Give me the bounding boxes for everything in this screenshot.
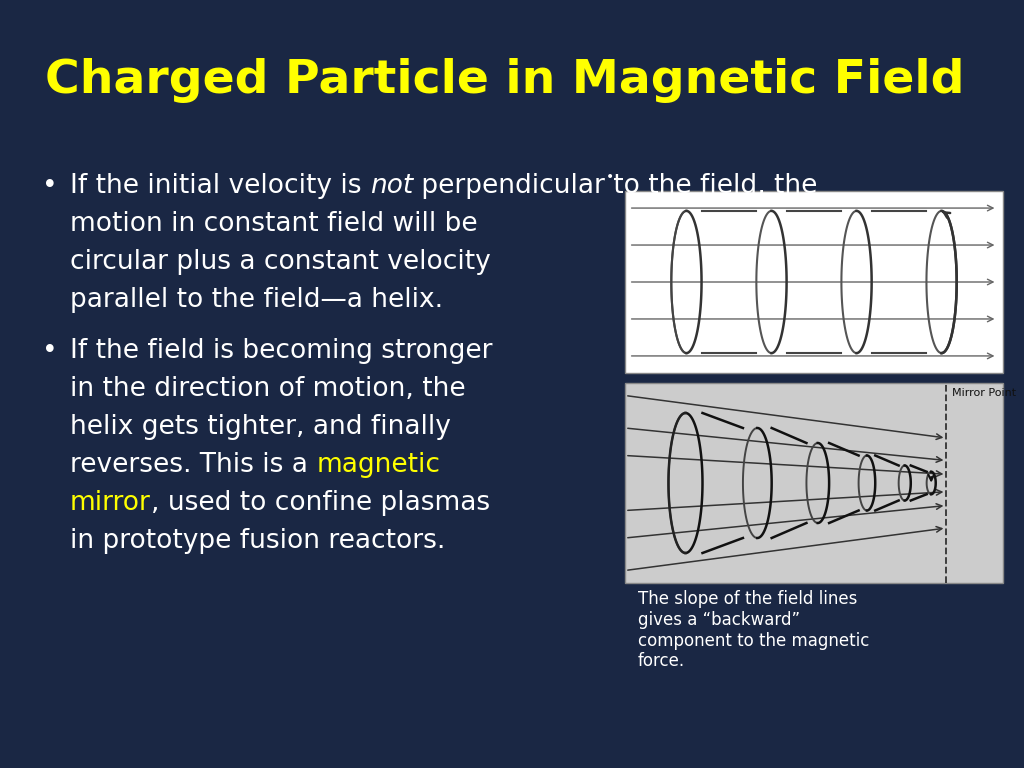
Text: in the direction of motion, the: in the direction of motion, the bbox=[70, 376, 466, 402]
Text: The slope of the field lines
gives a “backward”
component to the magnetic
force.: The slope of the field lines gives a “ba… bbox=[638, 590, 869, 670]
Text: If the field is becoming stronger: If the field is becoming stronger bbox=[70, 338, 493, 364]
Text: Charged Particle in Magnetic Field: Charged Particle in Magnetic Field bbox=[45, 58, 965, 103]
Text: Mirror Point: Mirror Point bbox=[952, 388, 1016, 398]
Text: •: • bbox=[42, 338, 57, 364]
Text: circular plus a constant velocity: circular plus a constant velocity bbox=[70, 249, 490, 275]
Text: mirror: mirror bbox=[70, 490, 151, 516]
Text: parallel to the field—a helix.: parallel to the field—a helix. bbox=[70, 287, 443, 313]
Text: helix gets tighter, and finally: helix gets tighter, and finally bbox=[70, 414, 451, 440]
Text: •: • bbox=[606, 170, 614, 184]
Text: •: • bbox=[42, 173, 57, 199]
Bar bbox=[625, 383, 1002, 583]
Text: in prototype fusion reactors.: in prototype fusion reactors. bbox=[70, 528, 445, 554]
Text: perpendicular to the field, the: perpendicular to the field, the bbox=[413, 173, 817, 199]
Text: , used to confine plasmas: , used to confine plasmas bbox=[151, 490, 490, 516]
Text: reverses. This is a: reverses. This is a bbox=[70, 452, 316, 478]
Text: magnetic: magnetic bbox=[316, 452, 440, 478]
Text: motion in constant field will be: motion in constant field will be bbox=[70, 211, 477, 237]
Text: If the initial velocity is: If the initial velocity is bbox=[70, 173, 370, 199]
Text: not: not bbox=[370, 173, 413, 199]
Bar bbox=[625, 191, 1002, 373]
